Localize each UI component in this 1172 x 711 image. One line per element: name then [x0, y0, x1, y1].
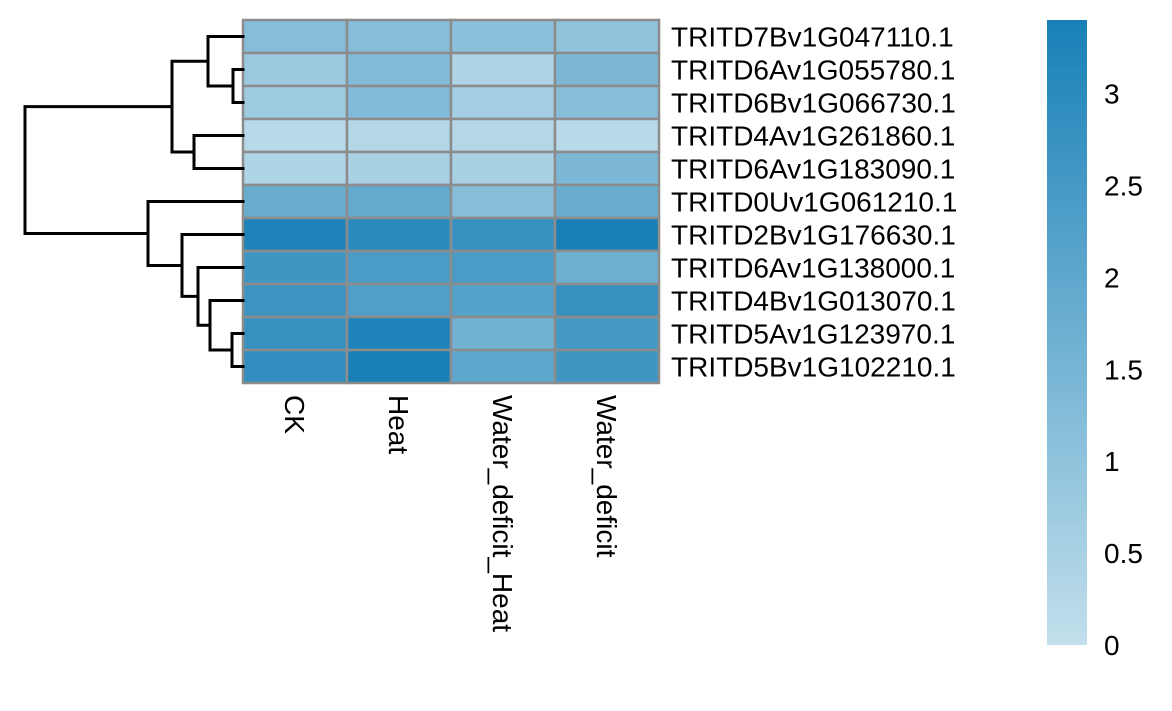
heatmap-cell [449, 315, 557, 352]
row-label: TRITD2Bv1G176630.1 [671, 220, 956, 251]
heatmap-cell [345, 51, 453, 88]
heatmap-cell [241, 84, 349, 121]
heatmap-cell [241, 315, 349, 352]
row-label: TRITD5Av1G123970.1 [671, 319, 955, 350]
row-label: TRITD0Uv1G061210.1 [671, 187, 957, 218]
column-label: Water_deficit [591, 395, 622, 558]
heatmap-cell [241, 18, 349, 55]
row-label: TRITD7Bv1G047110.1 [671, 22, 954, 53]
legend-tick-label: 0 [1104, 630, 1120, 661]
row-dendrogram [23, 35, 245, 368]
legend-tick-label: 1.5 [1104, 354, 1143, 385]
heatmap-cell [553, 315, 661, 352]
heatmap-cell [553, 150, 661, 187]
dendrogram-branch [180, 233, 245, 298]
legend-tick-label: 2 [1104, 262, 1120, 293]
heatmap-cell [241, 249, 349, 286]
row-label: TRITD5Bv1G102210.1 [671, 352, 956, 383]
heatmap-cell [449, 282, 557, 319]
dendrogram-branch [206, 35, 245, 88]
heatmap-cell [345, 84, 453, 121]
heatmap-cell [241, 216, 349, 253]
heatmap-cell [241, 348, 349, 385]
column-label: Heat [383, 395, 414, 454]
heatmap-cell [449, 183, 557, 220]
heatmap-cell [345, 117, 453, 154]
heatmap-cell [449, 117, 557, 154]
heatmap-cell [553, 282, 661, 319]
heatmap-cell [553, 216, 661, 253]
heatmap-cell [553, 348, 661, 385]
legend-tick-label: 3 [1104, 79, 1120, 110]
dendrogram-branch [196, 266, 245, 327]
heatmap-cell [241, 150, 349, 187]
row-label: TRITD6Av1G055780.1 [671, 55, 955, 86]
row-labels: TRITD7Bv1G047110.1TRITD6Av1G055780.1TRIT… [671, 22, 957, 383]
dendrogram-branch [170, 59, 210, 154]
row-label: TRITD6Av1G183090.1 [671, 154, 955, 185]
heatmap-cell [345, 249, 453, 286]
heatmap-cell [449, 348, 557, 385]
column-label: CK [279, 395, 310, 434]
heatmap-cell [449, 84, 557, 121]
heatmap-cell [241, 51, 349, 88]
dendrogram-branch [192, 134, 245, 170]
heatmap-cell [449, 216, 557, 253]
heatmap-cell [449, 18, 557, 55]
heatmap-cell [345, 18, 453, 55]
heatmap-cell [345, 315, 453, 352]
row-label: TRITD6Av1G138000.1 [671, 253, 955, 284]
column-label: Water_deficit_Heat [487, 395, 518, 632]
heatmap-cell [345, 282, 453, 319]
heatmap-cell [553, 51, 661, 88]
heatmap-cell [241, 183, 349, 220]
heatmap-cell [553, 117, 661, 154]
heatmap-cell [553, 84, 661, 121]
heatmap-cell [449, 249, 557, 286]
heatmap-cell [345, 348, 453, 385]
legend-tick-label: 2.5 [1104, 170, 1143, 201]
heatmap-cell [345, 150, 453, 187]
row-label: TRITD4Av1G261860.1 [671, 121, 955, 152]
dendrogram-root [23, 105, 174, 235]
heatmap-cell [553, 249, 661, 286]
heatmap-cell [345, 216, 453, 253]
heatmap-cell [553, 18, 661, 55]
heatmap-cell [345, 183, 453, 220]
row-label: TRITD4Bv1G013070.1 [671, 286, 956, 317]
dendrogram-branch [230, 332, 245, 368]
legend-tick-label: 0.5 [1104, 538, 1143, 569]
heatmap-cell [553, 183, 661, 220]
row-label: TRITD6Bv1G066730.1 [671, 88, 956, 119]
legend-tick-label: 1 [1104, 446, 1120, 477]
heatmap-cell [241, 282, 349, 319]
heatmap-cells [241, 18, 661, 385]
dendrogram-branch [208, 299, 245, 352]
heatmap-cell [241, 117, 349, 154]
heatmap-cell [449, 150, 557, 187]
heatmap-cell [449, 51, 557, 88]
legend-ticks: 0 0.5 1 1.5 2 2.5 3 [1104, 79, 1143, 661]
legend-color-bar [1047, 20, 1087, 645]
column-labels: CK Heat Water_deficit_Heat Water_deficit [279, 395, 622, 632]
